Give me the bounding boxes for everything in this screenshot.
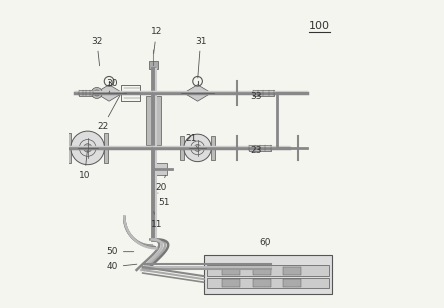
Circle shape [94, 90, 100, 96]
Circle shape [83, 144, 92, 152]
Polygon shape [67, 133, 71, 163]
Bar [222, 267, 240, 274]
Bar [149, 61, 158, 69]
Circle shape [184, 134, 211, 162]
Bar [121, 85, 139, 101]
Circle shape [91, 87, 103, 99]
Bar [222, 279, 240, 287]
Polygon shape [95, 85, 123, 101]
Bar [253, 267, 271, 274]
Text: 23: 23 [250, 146, 261, 156]
Text: 60: 60 [259, 238, 270, 247]
Bar [250, 145, 271, 151]
Text: 100: 100 [309, 21, 330, 31]
Bar [207, 278, 329, 288]
Text: 50: 50 [107, 247, 134, 256]
Bar [283, 279, 301, 287]
Polygon shape [211, 136, 215, 160]
Text: 20: 20 [155, 175, 166, 192]
Text: 31: 31 [195, 37, 206, 78]
Text: 22: 22 [97, 95, 120, 131]
Circle shape [194, 144, 201, 151]
Bar [253, 90, 274, 96]
Text: 32: 32 [91, 37, 103, 66]
Polygon shape [180, 136, 184, 160]
Bar [204, 255, 332, 294]
Polygon shape [104, 133, 108, 163]
Bar [207, 265, 329, 276]
Text: 10: 10 [79, 151, 91, 180]
Text: 21: 21 [186, 134, 198, 148]
Bar [283, 267, 301, 274]
Text: 11: 11 [151, 212, 162, 229]
Bar [79, 90, 93, 96]
Bar [155, 163, 167, 175]
Bar [253, 279, 271, 287]
Text: 51: 51 [158, 193, 170, 207]
Bar [146, 96, 161, 145]
Circle shape [71, 131, 104, 165]
Text: 33: 33 [250, 91, 262, 100]
Text: 40: 40 [107, 262, 137, 271]
Polygon shape [184, 85, 211, 101]
Text: 30: 30 [107, 79, 118, 93]
Text: 12: 12 [151, 27, 162, 54]
